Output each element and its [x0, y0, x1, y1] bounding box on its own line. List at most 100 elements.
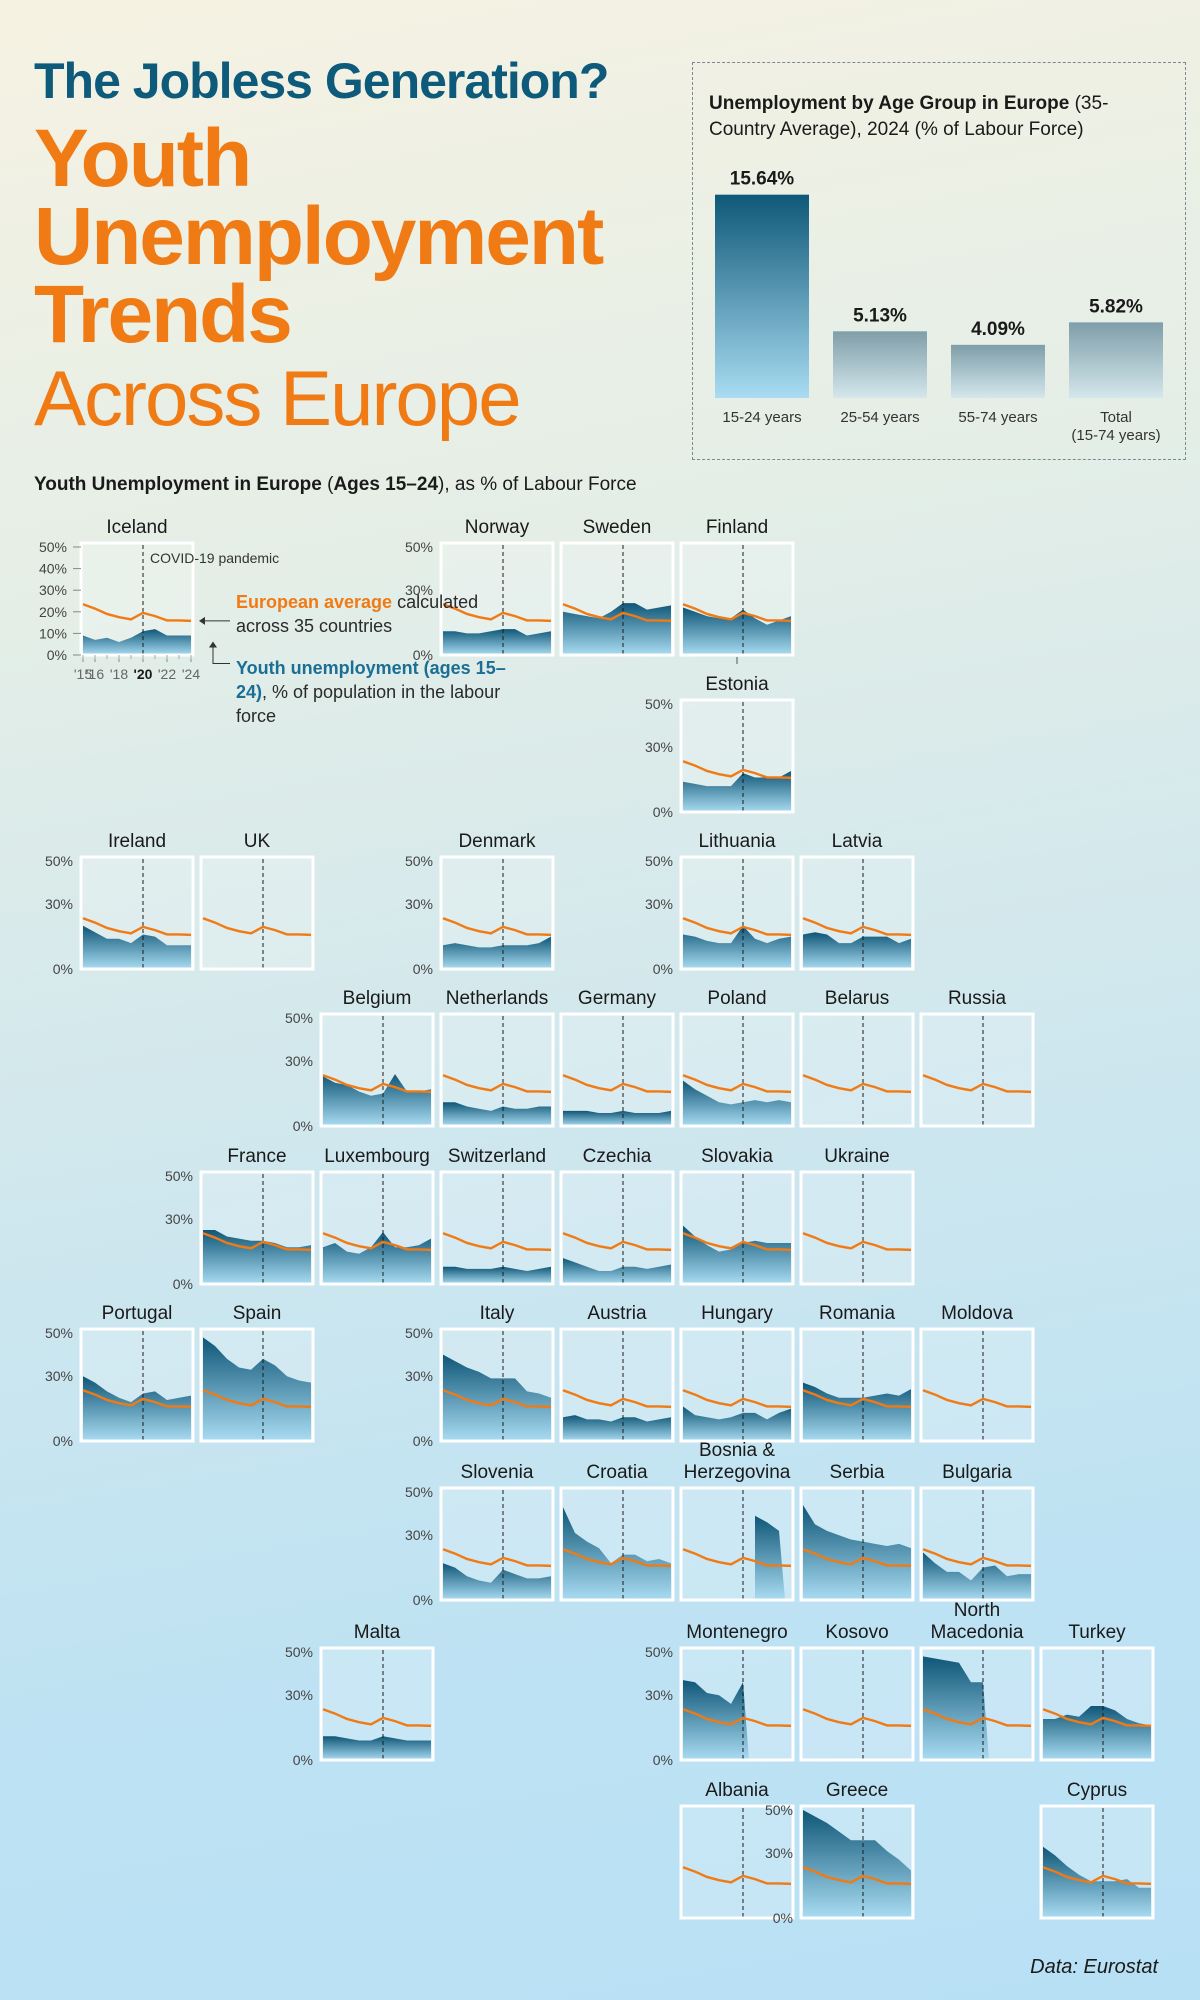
legend-area-arrowhead [209, 641, 217, 648]
country-cell-serbia: Serbia [799, 1462, 915, 1602]
country-label: Latvia [832, 831, 883, 852]
country-label: Estonia [705, 674, 769, 695]
panel-bg [801, 1648, 913, 1760]
y-tick-label: 30% [765, 1845, 793, 1861]
legend-area-arrow-line [212, 645, 230, 665]
y-tick-label: 0% [173, 1276, 193, 1292]
european-average-line [442, 1389, 552, 1409]
country-cell-switzerland: Switzerland [439, 1146, 555, 1286]
y-tick-label: 0% [47, 647, 67, 663]
age-bar-label-3: 55-74 years [958, 409, 1037, 426]
y-tick-label: 50% [645, 853, 673, 869]
country-cell-poland: Poland [679, 988, 795, 1128]
european-average-line [682, 1389, 792, 1409]
panel-bg [561, 1488, 673, 1600]
country-label: Cyprus [1067, 1780, 1127, 1801]
panel-frame [679, 1804, 795, 1920]
y-tick-label: 50% [645, 696, 673, 712]
country-cell-albania: Albania [679, 1780, 795, 1920]
country-label: Ireland [108, 831, 166, 852]
panel-bg [81, 857, 193, 969]
panel-frame [679, 1327, 795, 1443]
country-label: Spain [233, 1303, 282, 1324]
legend-avg-arrowhead [199, 616, 205, 625]
covid-label: COVID-19 pandemic [150, 550, 280, 566]
panel-frame [919, 1327, 1035, 1443]
european-average-line [322, 1074, 432, 1094]
country-label: Netherlands [446, 988, 548, 1009]
youth-area-ireland [83, 925, 191, 969]
panel-bg [921, 1329, 1033, 1441]
panel-bg [681, 1014, 793, 1126]
panel-frame [559, 541, 675, 657]
youth-area-sweden [563, 603, 671, 655]
y-tick-label: 50% [405, 539, 433, 555]
country-label: Serbia [830, 1462, 885, 1483]
youth-area-estonia [683, 770, 791, 812]
european-average-line [682, 917, 792, 937]
country-cell-kosovo: Kosovo [799, 1622, 915, 1762]
age-bar-3 [951, 344, 1045, 398]
country-label: Herzegovina [684, 1462, 791, 1483]
european-average-line [1042, 1708, 1152, 1728]
european-average-line [202, 917, 312, 937]
headline-title: Youth Unemployment Trends [34, 113, 604, 360]
y-tick-label: 30% [405, 1527, 433, 1543]
panel-bg [921, 1488, 1033, 1600]
panel-frame [1039, 1804, 1155, 1920]
country-cell-belarus: Belarus [799, 988, 915, 1128]
european-average-line [922, 1389, 1032, 1409]
panel-bg [921, 1648, 1033, 1760]
youth-area-cyprus [1043, 1846, 1151, 1918]
country-label: Poland [707, 988, 766, 1009]
country-label: Italy [480, 1303, 515, 1324]
y-tick-label: 0% [413, 961, 433, 977]
country-label: Slovakia [701, 1146, 773, 1167]
panel-bg [1041, 1648, 1153, 1760]
country-label: Norway [465, 517, 530, 538]
youth-area-denmark [443, 936, 551, 969]
european-average-line [442, 917, 552, 937]
x-tick-label: '20 [134, 666, 153, 682]
panel-bg [681, 700, 793, 812]
country-cell-turkey: Turkey [1039, 1622, 1155, 1762]
y-tick-label: 50% [45, 1325, 73, 1341]
panel-bg [801, 1014, 913, 1126]
youth-area-hungary [683, 1406, 791, 1441]
panel-frame [439, 1327, 555, 1443]
country-cell-greece: Greece 50% 30% 0% [765, 1780, 915, 1926]
y-tick-label: 0% [293, 1752, 313, 1768]
panel-frame [679, 541, 795, 657]
panel-frame [919, 1486, 1035, 1602]
age-bar-value-3: 4.09% [971, 319, 1025, 340]
country-cell-czechia: Czechia [559, 1146, 675, 1286]
country-cell-bosnia-herzegovina: Bosnia &Herzegovina [679, 1440, 795, 1602]
panel-frame [79, 855, 195, 971]
panel-frame [439, 1170, 555, 1286]
x-tick-label: '16 [86, 666, 104, 682]
y-tick-label: 30% [405, 896, 433, 912]
y-tick-label: 50% [285, 1644, 313, 1660]
country-label: Greece [826, 1780, 888, 1801]
y-tick-label: 30% [285, 1687, 313, 1703]
youth-area-czechia [563, 1258, 671, 1284]
youth-area-finland [683, 607, 791, 655]
country-label: Bosnia & [699, 1440, 775, 1461]
x-tick-label: '24 [182, 666, 200, 682]
country-label: Romania [819, 1303, 895, 1324]
country-cell-netherlands: Netherlands [439, 988, 555, 1128]
country-cell-austria: Austria [559, 1303, 675, 1443]
y-tick-label: 10% [39, 625, 67, 641]
panel-bg [441, 1014, 553, 1126]
country-label: Hungary [701, 1303, 773, 1324]
country-label: Albania [705, 1780, 769, 1801]
country-label: Portugal [102, 1303, 173, 1324]
age-group-chart: Unemployment by Age Group in Europe (35-… [692, 62, 1186, 460]
panel-frame [199, 1170, 315, 1286]
headline-subtitle: Across Europe [34, 354, 522, 442]
panel-bg [681, 1172, 793, 1284]
age-bar-label-4: Total [1100, 409, 1132, 426]
country-label: Turkey [1068, 1622, 1126, 1643]
country-label: Austria [587, 1303, 647, 1324]
